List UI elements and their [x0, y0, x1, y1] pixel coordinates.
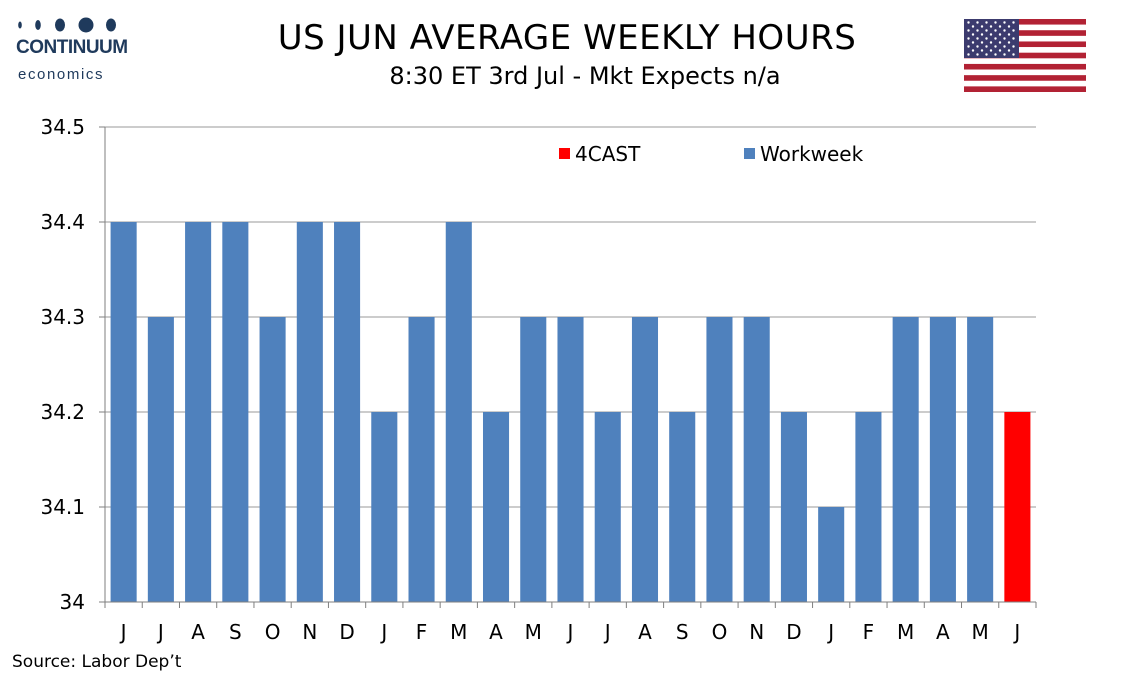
- bar-workweek: [669, 412, 696, 602]
- bar-4cast: [1004, 412, 1031, 602]
- bars: [110, 222, 1031, 602]
- us-flag-icon: [964, 19, 1086, 92]
- x-tick-label: S: [229, 620, 242, 644]
- x-tick-label: A: [489, 620, 503, 644]
- x-tick-label: F: [863, 620, 875, 644]
- x-tick-label: J: [566, 620, 574, 644]
- continuum-dots-icon: [18, 17, 116, 33]
- legend: 4CAST Workweek: [559, 142, 864, 166]
- x-tick-label: J: [826, 620, 834, 644]
- y-tick-label: 34: [60, 590, 85, 614]
- x-tick-label: J: [156, 620, 164, 644]
- bar-workweek: [147, 317, 174, 602]
- y-tick-label: 34.2: [40, 400, 85, 424]
- bar-workweek: [259, 317, 286, 602]
- bar-workweek: [334, 222, 361, 602]
- x-tick-label: O: [712, 620, 728, 644]
- x-tick-label: M: [450, 620, 467, 644]
- axes: [99, 126, 1037, 608]
- x-tick-label: A: [638, 620, 652, 644]
- bar-workweek: [222, 222, 249, 602]
- bar-workweek: [855, 412, 882, 602]
- bar-workweek: [482, 412, 510, 602]
- x-tick-label: D: [786, 620, 801, 644]
- x-tick-label: A: [191, 620, 205, 644]
- x-tick-label: M: [972, 620, 989, 644]
- x-tick-label: S: [676, 620, 689, 644]
- x-tick-label: J: [603, 620, 611, 644]
- bar-workweek: [371, 412, 398, 602]
- bar-workweek: [296, 222, 323, 602]
- x-tick-label: D: [339, 620, 354, 644]
- bar-workweek: [967, 317, 994, 602]
- bar-workweek: [110, 222, 137, 602]
- legend-label-workweek: Workweek: [760, 142, 864, 166]
- x-tick-label: J: [1012, 620, 1020, 644]
- bar-workweek: [706, 317, 733, 602]
- chart-subtitle: 8:30 ET 3rd Jul - Mkt Expects n/a: [389, 62, 781, 90]
- x-tick-label: M: [525, 620, 542, 644]
- bar-workweek: [185, 222, 212, 602]
- source-note: Source: Labor Dep’t: [12, 652, 182, 672]
- bar-workweek: [445, 222, 472, 602]
- y-tick-label: 34.1: [40, 495, 85, 519]
- brand-logo: CONTINUUM economics: [10, 12, 140, 83]
- bar-workweek: [929, 317, 956, 602]
- x-tick-label: F: [416, 620, 428, 644]
- y-tick-label: 34.4: [40, 210, 85, 234]
- legend-label-4cast: 4CAST: [575, 142, 641, 166]
- bar-workweek: [594, 412, 621, 602]
- legend-swatch-workweek: [744, 148, 755, 159]
- x-tick-label: J: [379, 620, 387, 644]
- bar-workweek: [780, 412, 807, 602]
- x-tick-label: A: [936, 620, 950, 644]
- legend-swatch-4cast: [559, 148, 570, 159]
- brand-name: CONTINUUM: [16, 37, 128, 58]
- x-tick-label: O: [265, 620, 281, 644]
- chart-title: US JUN AVERAGE WEEKLY HOURS: [277, 18, 857, 58]
- bar-workweek: [408, 317, 435, 602]
- y-tick-labels: 34 34.1 34.2 34.3 34.4 34.5: [40, 115, 85, 614]
- x-tick-label: N: [749, 620, 764, 644]
- bar-workweek: [743, 317, 770, 602]
- y-tick-label: 34.5: [40, 115, 85, 139]
- bar-workweek: [818, 507, 845, 602]
- y-tick-label: 34.3: [40, 305, 85, 329]
- x-tick-label: M: [897, 620, 914, 644]
- x-tick-label: J: [119, 620, 127, 644]
- x-tick-label: N: [302, 620, 317, 644]
- bar-workweek: [557, 317, 584, 602]
- bar-workweek: [892, 317, 919, 602]
- bar-workweek: [631, 317, 659, 602]
- bar-workweek: [520, 317, 547, 602]
- brand-sub: economics: [18, 66, 105, 83]
